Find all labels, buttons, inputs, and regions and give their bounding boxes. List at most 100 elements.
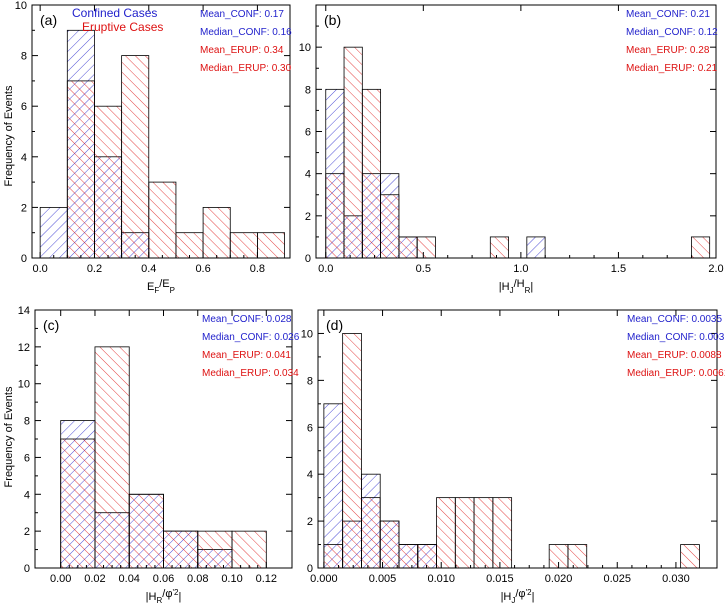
x-tick-label: 1.5 [611, 263, 626, 275]
bar-eruptive [148, 181, 177, 259]
y-tick-label: 2 [24, 526, 30, 538]
bar-eruptive [567, 544, 588, 569]
stat-eruptive: Mean_ERUP: 0.041 [202, 350, 291, 361]
stat-confined: Mean_CONF: 0.0035 [627, 314, 722, 325]
x-axis-title: |HJ/HR| [499, 278, 533, 295]
x-tick-label: 0.08 [187, 573, 208, 585]
bar-eruptive [473, 497, 494, 569]
bar-eruptive [163, 530, 199, 569]
x-axis-title: EF/EP [147, 278, 175, 295]
x-tick-label: 0.020 [545, 573, 573, 585]
x-tick-label: 0.8 [250, 263, 265, 275]
x-tick-label: 0.005 [369, 573, 397, 585]
y-tick-label: 0 [307, 563, 313, 575]
bar-eruptive [380, 194, 400, 259]
x-tick-label: 0.10 [221, 573, 242, 585]
panel-a: 0.0 0.2 0.4 0.6 0.8 0 2 4 6 8 10 EF/EP (a) Confined C… [15, 0, 292, 295]
stat-eruptive: Median_ERUP: 0.034 [202, 368, 299, 379]
bar-eruptive [94, 105, 123, 259]
stat-eruptive: Mean_ERUP: 0.34 [200, 45, 284, 56]
x-tick-label: 0.015 [486, 573, 514, 585]
bar-eruptive [229, 232, 258, 259]
y-tick-label: 8 [24, 416, 30, 428]
bar-eruptive [342, 333, 362, 569]
legend-confined: Confined Cases [72, 6, 157, 20]
x-tick-label: 0.2 [87, 263, 102, 275]
bar-eruptive [436, 497, 456, 569]
y-tick-label: 6 [307, 422, 313, 434]
y-tick-label: 4 [21, 152, 27, 164]
x-tick-label: 0.6 [195, 263, 210, 275]
y-tick-label: 2 [307, 516, 313, 528]
x-tick-label: 0.0 [318, 263, 333, 275]
stat-confined: Median_CONF: 0.0031 [627, 332, 725, 343]
y-tick-label: 12 [18, 342, 30, 354]
legend-eruptive: Eruptive Cases [82, 20, 163, 34]
stat-eruptive: Median_ERUP: 0.21 [626, 63, 718, 74]
y-tick-label: 0 [305, 253, 311, 265]
x-tick-label: 0.5 [416, 263, 431, 275]
stat-confined: Mean_CONF: 0.028 [202, 314, 292, 325]
y-tick-label: 0 [21, 253, 27, 265]
panel-label: (c) [43, 317, 59, 333]
y-tick-label: 14 [18, 305, 30, 317]
stat-confined: Mean_CONF: 0.21 [626, 9, 710, 20]
stat-eruptive: Median_ERUP: 0.30 [200, 63, 292, 74]
bar-eruptive [60, 438, 96, 569]
y-tick-label: 8 [21, 51, 27, 63]
x-tick-label: 0.00 [50, 573, 71, 585]
y-axis-title-bottom: Frequency of Events [3, 386, 15, 487]
bar-eruptive [398, 544, 419, 569]
y-tick-label: 6 [21, 101, 27, 113]
y-tick-label: 10 [299, 42, 311, 54]
panel-d: 0.000 0.005 0.010 0.015 0.020 0.025 0.030 0 2 4 6 8… [301, 309, 725, 604]
bar-eruptive [121, 55, 150, 259]
panel-label: (a) [40, 12, 57, 28]
x-tick-label: 1.0 [513, 263, 528, 275]
bar-eruptive [231, 530, 267, 569]
bar-eruptive [398, 236, 418, 259]
bar-eruptive [202, 206, 231, 259]
bar-eruptive [197, 530, 233, 569]
x-axis-title: |HJ/φ'2| [501, 588, 535, 604]
stat-eruptive: Median_ERUP: 0.0061 [627, 368, 725, 379]
x-tick-label: 0.06 [153, 573, 174, 585]
panel-b: 0.0 0.5 1.0 1.5 2.0 0 2 4 6 8 10 |HJ/HR| (b) Mean_CON… [299, 4, 724, 295]
stat-eruptive: Mean_ERUP: 0.0088 [627, 350, 722, 361]
y-tick-label: 8 [307, 375, 313, 387]
x-tick-label: 0.010 [427, 573, 455, 585]
x-axis-title: |HR/φ'2| [146, 588, 182, 604]
x-tick-label: 0.02 [84, 573, 105, 585]
bar-eruptive [128, 493, 164, 569]
bar-eruptive [680, 544, 700, 569]
bar-eruptive [416, 236, 436, 259]
y-axis-title-top: Frequency of Events [3, 85, 15, 186]
bar-eruptive [323, 544, 344, 569]
x-tick-label: 0.04 [119, 573, 140, 585]
bar-eruptive [492, 497, 513, 569]
stat-confined: Mean_CONF: 0.17 [200, 9, 284, 20]
panel-label: (d) [326, 317, 343, 333]
y-tick-label: 10 [15, 0, 27, 12]
stat-confined: Median_CONF: 0.026 [202, 332, 300, 343]
x-tick-label: 2.0 [708, 263, 723, 275]
bar-eruptive [454, 497, 475, 569]
bar-confined [526, 236, 546, 259]
bar-eruptive [343, 46, 363, 259]
bar-eruptive [417, 544, 437, 569]
y-tick-label: 6 [305, 127, 311, 139]
x-tick-label: 0.030 [662, 573, 690, 585]
y-tick-label: 6 [24, 452, 30, 464]
y-tick-label: 4 [24, 489, 30, 501]
panel-c: 0.00 0.02 0.04 0.06 0.08 0.10 0.12 0 2 4 6 8 10 12 14 |… [18, 305, 300, 604]
bar-eruptive [66, 80, 95, 259]
x-tick-label: 0.000 [310, 573, 338, 585]
bar-eruptive [325, 173, 345, 259]
bar-eruptive [690, 236, 711, 259]
bar-eruptive [489, 236, 509, 259]
x-tick-label: 0.12 [256, 573, 277, 585]
bar-eruptive [94, 346, 130, 569]
y-tick-label: 10 [301, 328, 313, 340]
y-tick-label: 4 [305, 169, 311, 181]
